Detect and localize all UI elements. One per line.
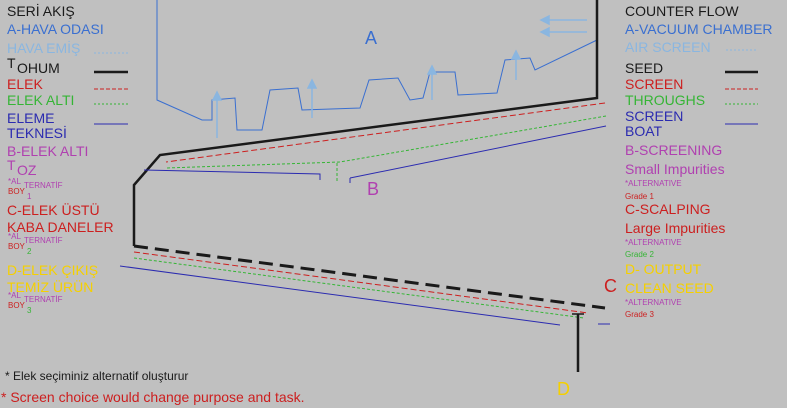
upper-boat-left <box>143 169 321 180</box>
left-alt-b-boy: BOY <box>8 187 25 196</box>
right-legend-c: C-SCALPING <box>625 201 711 217</box>
left-alt-b-num: 1 <box>27 192 32 201</box>
right-legend-screen: SCREEN <box>625 76 684 92</box>
left-alt-d-word: TERNATİF <box>24 295 63 304</box>
upper-screen-line <box>165 102 606 163</box>
left-legend-c-1: C-ELEK ÜSTÜ <box>7 202 100 218</box>
right-legend-throughs: THROUGHS <box>625 92 706 108</box>
right-legend-b: B-SCREENING <box>625 142 723 158</box>
lower-seed-line <box>133 244 606 310</box>
footnote-en: * Screen choice would change purpose and… <box>1 389 305 405</box>
label-a: A <box>365 28 378 48</box>
left-legend-boat-2: TEKNESİ <box>7 125 67 141</box>
left-legend-title: SERİ AKIŞ <box>7 3 75 19</box>
right-alt-c-grade: Grade 2 <box>625 250 654 259</box>
right-legend-boat-2: BOAT <box>625 123 663 139</box>
seed-flow-upper <box>132 0 599 246</box>
vacuum-chamber-outline <box>156 0 598 131</box>
left-legend-air: HAVA EMİŞ <box>7 40 81 56</box>
left-legend-screen: ELEK <box>7 76 43 92</box>
right-legend-title: COUNTER FLOW <box>625 3 739 19</box>
left-alt-c-boy: BOY <box>8 242 25 251</box>
right-legend-d: D- OUTPUT <box>625 261 702 277</box>
left-alt-c-star: *AL <box>8 232 21 241</box>
right-legend-seed: SEED <box>625 60 664 76</box>
right-legend-c-2: Large Impurities <box>625 220 726 236</box>
left-alt-c-word: TERNATİF <box>24 236 63 245</box>
left-legend-b-t: T <box>7 157 16 173</box>
right-legend-b-2: Small Impurities <box>625 161 725 177</box>
lower-throughs-line <box>133 257 585 319</box>
left-legend-d-2: TEMİZ ÜRÜN <box>7 279 94 295</box>
right-legend-d-2: CLEAN SEED <box>625 280 714 296</box>
upper-throughs-line <box>165 115 607 169</box>
left-alt-c-num: 2 <box>27 247 32 256</box>
left-legend-seed: OHUM <box>17 60 60 76</box>
right-legend-a: A-VACUUM CHAMBER <box>625 21 773 37</box>
label-c: C <box>604 276 617 296</box>
left-alt-b-word: TERNATİF <box>24 181 63 190</box>
left-alt-b-star: *AL <box>8 177 21 186</box>
right-alt-c: *ALTERNATIVE <box>625 238 682 247</box>
right-alt-b-grade: Grade 1 <box>625 192 654 201</box>
right-alt-b: *ALTERNATIVE <box>625 179 682 188</box>
left-legend-d-1: D-ELEK ÇIKIŞ <box>7 262 99 278</box>
footnote-tr: * Elek seçiminiz alternatif oluşturur <box>5 369 189 383</box>
lower-screen-line <box>133 251 589 314</box>
left-legend-throughs: ELEK ALTI <box>7 92 75 108</box>
right-alt-d-grade: Grade 3 <box>625 310 654 319</box>
label-b: B <box>367 179 380 199</box>
left-legend-a: A-HAVA ODASI <box>7 21 104 37</box>
label-d: D <box>557 379 570 399</box>
left-alt-d-num: 3 <box>27 306 32 315</box>
right-legend-boat-1: SCREEN <box>625 108 684 124</box>
right-alt-d: *ALTERNATIVE <box>625 298 682 307</box>
right-legend-air: AIR SCREEN <box>625 39 711 55</box>
left-alt-d-star: *AL <box>8 291 21 300</box>
left-alt-d-boy: BOY <box>8 301 25 310</box>
left-legend-b-2: OZ <box>17 162 37 178</box>
air-flow-arrows <box>211 14 587 138</box>
left-legend-boat-1: ELEME <box>7 110 55 126</box>
left-legend-b: B-ELEK ALTI <box>7 143 89 159</box>
upper-boat-line <box>349 125 607 179</box>
left-legend-seed-t: T <box>7 55 16 71</box>
lower-boat-line <box>119 265 561 326</box>
left-legend-c-2: KABA DANELER <box>7 219 114 235</box>
